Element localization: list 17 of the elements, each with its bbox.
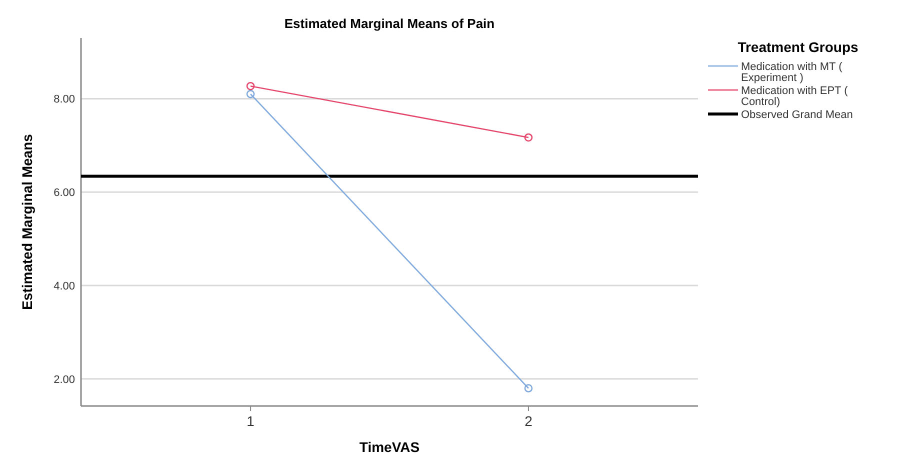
- x-axis-title: TimeVAS: [359, 439, 420, 454]
- point: [246, 90, 255, 98]
- y-tick-label: 8.00: [54, 94, 75, 106]
- legend-label: Observed Grand Mean: [741, 109, 853, 121]
- chart-title: Estimated Marginal Means of Pain: [284, 16, 495, 31]
- point: [524, 133, 533, 142]
- legend-label: Medication with MT ( Experiment ): [741, 61, 843, 84]
- legend-title: Treatment Groups: [738, 39, 858, 55]
- y-tick-label: 4.00: [54, 280, 75, 292]
- legend-label: Medication with EPT ( Control): [741, 85, 848, 108]
- y-tick-label: 2.00: [54, 374, 75, 386]
- x-tick-label: 2: [524, 413, 533, 429]
- y-axis-title: Estimated Marginal Means: [19, 134, 35, 310]
- x-tick-label: 1: [246, 413, 255, 429]
- y-tick-label: 6.00: [54, 186, 75, 199]
- point: [524, 384, 533, 392]
- point: [246, 82, 255, 90]
